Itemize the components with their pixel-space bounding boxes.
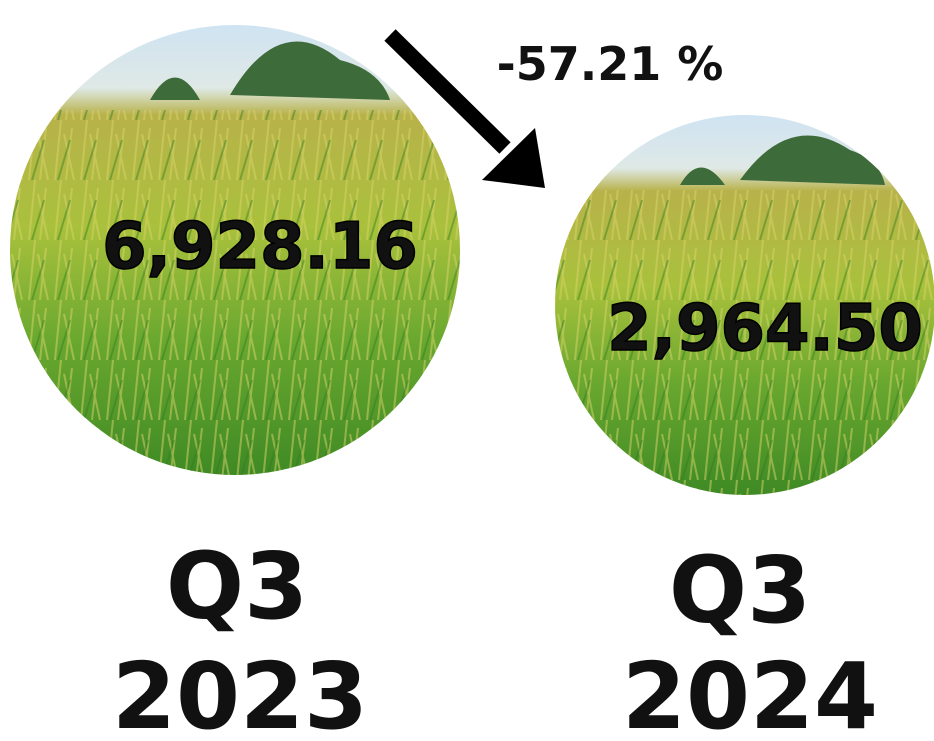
quarter-2024: Q3 (669, 537, 811, 644)
year-2023: 2023 (112, 643, 368, 741)
amount-2023: 6,928.16 (102, 210, 418, 284)
year-2024: 2024 (622, 643, 878, 741)
amount-2024: 2,964.50 (607, 292, 923, 366)
change-label: -57.21 % (497, 37, 724, 91)
quarter-2023: Q3 (166, 533, 308, 640)
infographic: -57.21 % 6,928.16 2,964.50 Q3 2023 Q3 20… (0, 0, 934, 741)
